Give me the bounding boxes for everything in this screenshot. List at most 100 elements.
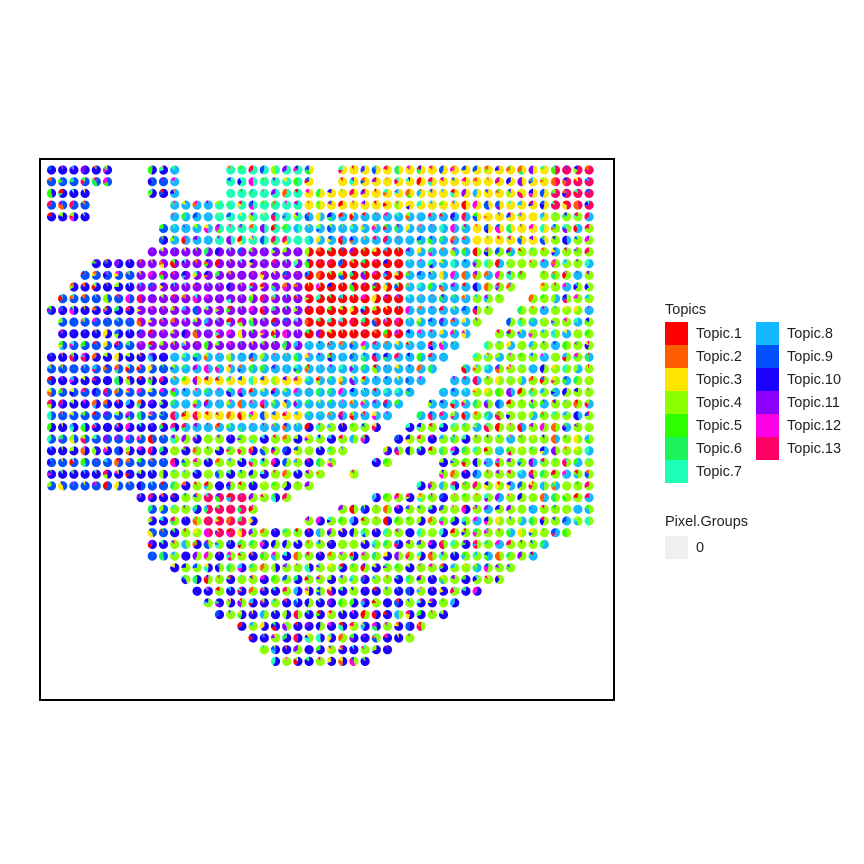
spot-pie [259, 282, 269, 292]
spot-slice [577, 282, 578, 287]
spot-pie [427, 200, 437, 210]
spot-pie [528, 340, 538, 351]
spot-pie [349, 247, 359, 257]
spot-pie [214, 282, 225, 292]
spot-slice [147, 387, 157, 397]
spot-pie [550, 329, 561, 339]
spot-pie [136, 387, 146, 397]
spot-slice [107, 177, 113, 187]
spot-slice [494, 387, 501, 397]
spot-slice [294, 165, 298, 170]
spot-slice [507, 340, 516, 351]
spot-slice [170, 200, 175, 206]
spot-pie [483, 364, 493, 374]
spot-slice [374, 329, 377, 334]
spot-pie [394, 352, 404, 362]
spot-slice [69, 331, 74, 335]
spot-pie [192, 457, 202, 468]
spot-slice [308, 340, 310, 346]
spot-slice [240, 282, 242, 287]
spot-slice [394, 399, 404, 409]
spot-pie [237, 469, 247, 479]
spot-slice [573, 341, 578, 346]
spot-slice [147, 247, 157, 257]
spot-pie [360, 434, 370, 444]
spot-slice [237, 223, 247, 234]
spot-slice [237, 165, 247, 175]
spot-slice [181, 340, 191, 351]
spot-pie [304, 212, 314, 222]
spot-slice [270, 259, 281, 269]
spot-slice [584, 305, 594, 315]
spot-slice [563, 387, 572, 397]
spot-pie [461, 177, 471, 187]
spot-slice [114, 305, 124, 316]
spot-pie [125, 352, 135, 362]
spot-slice [438, 474, 444, 479]
spot-slice [293, 387, 303, 397]
spot-pie [349, 177, 359, 187]
spot-slice [241, 387, 247, 397]
spot-pie [214, 329, 225, 339]
spot-slice [304, 387, 314, 397]
spot-slice [584, 236, 590, 243]
spot-slice [475, 399, 478, 404]
spot-slice [476, 317, 478, 323]
spot-slice [338, 259, 343, 267]
spot-slice [217, 399, 220, 404]
spot-slice [193, 329, 198, 334]
spot-pie [528, 294, 538, 304]
spot-slice [360, 212, 370, 222]
spot-slice [427, 223, 437, 234]
spot-slice [114, 333, 119, 339]
spot-slice [483, 387, 493, 397]
spot-pie [461, 481, 471, 491]
spot-slice [296, 282, 298, 287]
spot-slice [217, 387, 220, 393]
spot-slice [465, 329, 471, 339]
spot-pie [315, 364, 325, 374]
spot-slice [420, 352, 426, 362]
spot-pie [562, 305, 572, 315]
spot-slice [551, 388, 556, 393]
spot-slice [483, 270, 493, 280]
spot-slice [540, 282, 549, 292]
spot-slice [138, 259, 142, 264]
spot-slice [91, 352, 97, 360]
spot-pie [371, 200, 381, 210]
spot-pie [147, 399, 157, 409]
spot-slice [103, 352, 108, 358]
spot-slice [326, 387, 332, 396]
spot-slice [237, 247, 247, 257]
spot-slice [365, 340, 370, 351]
spot-slice [185, 457, 191, 468]
spot-slice [528, 332, 534, 338]
spot-pie [248, 177, 258, 187]
spot-slice [384, 294, 388, 299]
spot-pie [573, 247, 583, 257]
spot-pie [416, 282, 426, 292]
spot-slice [541, 259, 545, 264]
spot-pie [517, 364, 527, 374]
spot-pie [584, 399, 594, 409]
spot-pie [91, 446, 101, 456]
spot-pie [584, 270, 594, 280]
spot-slice [260, 329, 269, 339]
spot-slice [125, 411, 130, 416]
spot-slice [454, 247, 460, 257]
spot-slice [452, 282, 455, 287]
spot-pie [528, 247, 538, 257]
spot-pie [483, 446, 493, 456]
spot-slice [194, 341, 198, 346]
spot-slice [147, 340, 153, 346]
spot-slice [196, 352, 202, 362]
spot-slice [248, 399, 258, 409]
spot-slice [417, 364, 426, 374]
spot-pie [91, 329, 101, 339]
spot-slice [542, 247, 545, 252]
spot-pie [114, 294, 124, 304]
spot-slice [307, 212, 310, 217]
spot-slice [451, 317, 455, 323]
spot-pie [506, 399, 516, 409]
spot-slice [46, 165, 57, 175]
